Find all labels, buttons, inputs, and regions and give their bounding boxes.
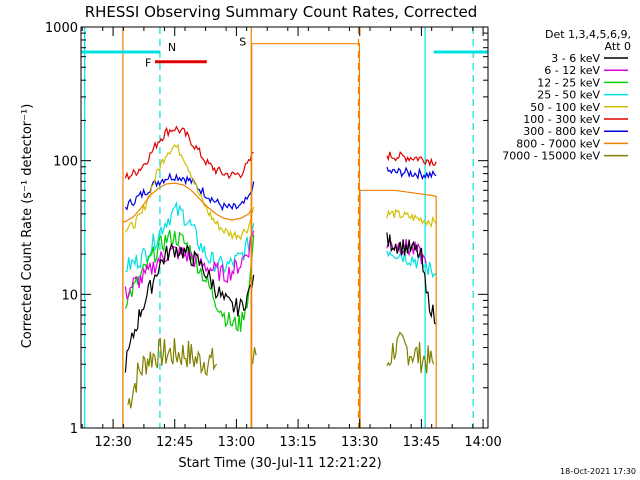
series-100-300-kev-line-0 xyxy=(124,125,254,181)
plot-area: N S F xyxy=(80,26,489,429)
series-25-50-kev-line-1 xyxy=(386,250,437,279)
x-tick-label: 12:45 xyxy=(156,435,193,450)
y-tick-label: 1000 xyxy=(45,21,78,36)
legend-label-12-25-kev: 12 - 25 keV xyxy=(537,76,600,89)
legend-label-800-7000-kev: 800 - 7000 keV xyxy=(516,137,600,150)
legend-label-50-100-kev: 50 - 100 keV xyxy=(530,101,600,114)
series-50-100-kev-line-0 xyxy=(124,143,255,241)
x-tick-label: 12:30 xyxy=(94,435,131,450)
series-300-800-kev-line-1 xyxy=(386,166,437,181)
legend-label-3-6-kev: 3 - 6 keV xyxy=(551,52,600,65)
series-3-6-kev-line-0 xyxy=(124,243,255,373)
annotation-label-f: F xyxy=(145,57,151,70)
chart-title: RHESSI Observing Summary Count Rates, Co… xyxy=(85,3,478,21)
series-100-300-kev-line-1 xyxy=(386,150,437,168)
x-tick-label: 13:15 xyxy=(279,435,316,450)
series-25-50-kev-line-0 xyxy=(125,200,255,275)
annotation-label-s: S xyxy=(239,35,246,48)
legend-label-100-300-kev: 100 - 300 keV xyxy=(523,113,600,126)
legend-header-detectors: Det 1,3,4,5,6,9, xyxy=(545,28,631,41)
x-tick-label: 14:00 xyxy=(464,435,501,450)
legend-label-7000-15000-kev: 7000 - 15000 keV xyxy=(502,150,600,163)
plot-content xyxy=(81,27,488,428)
y-tick-label: 100 xyxy=(53,155,78,170)
y-axis: 1 10 100 1000 xyxy=(45,21,488,437)
x-tick-label: 13:00 xyxy=(218,435,255,450)
x-tick-label: 13:45 xyxy=(403,435,440,450)
series-300-800-kev-line-0 xyxy=(124,171,255,212)
legend-header-attenuator: Att 0 xyxy=(605,40,631,53)
y-tick-label: 10 xyxy=(61,288,78,303)
y-tick-label: 1 xyxy=(70,422,78,437)
series-7000-15000-kev-line-2 xyxy=(386,331,435,374)
series-800-7000-kev-line-0 xyxy=(122,43,437,428)
x-axis-label: Start Time (30-Jul-11 12:21:22) xyxy=(178,456,381,471)
series-7000-15000-kev-line-0 xyxy=(127,337,218,409)
x-axis: 12:30 12:45 13:00 13:15 13:30 13:45 14:00 xyxy=(81,27,502,450)
legend-label-300-800-kev: 300 - 800 keV xyxy=(523,125,600,138)
plot-frame xyxy=(80,26,489,429)
x-tick-label: 13:30 xyxy=(341,435,378,450)
annotation-label-n: N xyxy=(168,41,176,54)
series-3-6-kev-line-1 xyxy=(386,232,437,325)
y-axis-label: Corrected Count Rate (s⁻¹ detector⁻¹) xyxy=(20,104,35,349)
legend-label-6-12-kev: 6 - 12 keV xyxy=(544,64,600,77)
series-50-100-kev-line-1 xyxy=(386,208,437,229)
legend-label-25-50-kev: 25 - 50 keV xyxy=(537,89,600,102)
timestamp: 18-Oct-2021 17:30 xyxy=(560,467,636,476)
